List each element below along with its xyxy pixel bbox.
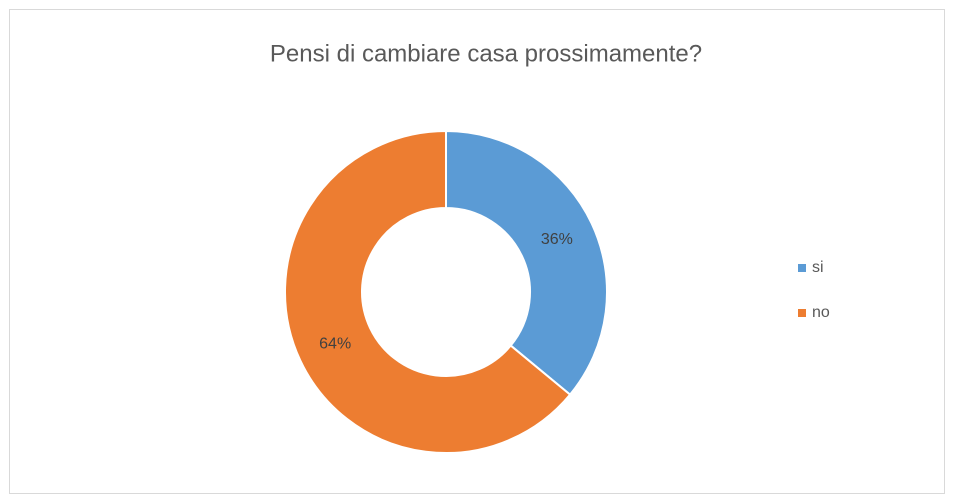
legend-label: no [812,304,830,321]
legend-swatch [798,309,806,317]
donut-slice [445,129,608,397]
legend-label: si [812,259,824,276]
donut-slice [284,129,572,454]
chart-title: Pensi di cambiare casa prossimamente? [270,40,702,67]
data-label: 64% [319,335,351,352]
data-label: 36% [541,231,573,248]
legend-swatch [798,264,806,272]
